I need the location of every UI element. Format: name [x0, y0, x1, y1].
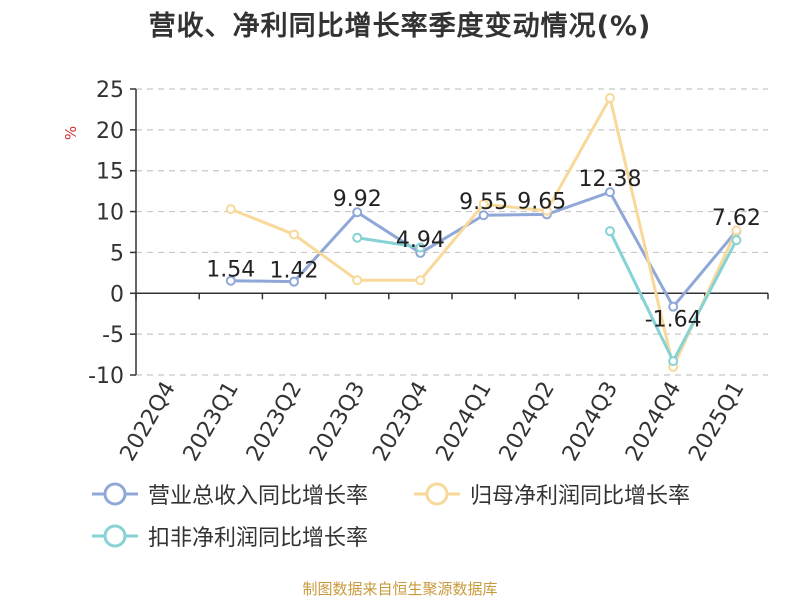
y-tick-label: 10 [96, 201, 124, 226]
data-point-2 [605, 226, 615, 237]
data-label: 9.92 [333, 187, 382, 212]
data-label: -1.64 [645, 308, 702, 333]
legend-label-deducted-profit: 扣非净利润同比增长率 [148, 526, 369, 551]
y-tick-label: 20 [96, 119, 124, 144]
y-tick-label: -10 [88, 364, 124, 389]
data-point-0 [605, 187, 615, 198]
x-tick-label: 2023Q4 [368, 378, 433, 466]
data-point-2 [731, 235, 742, 246]
data-point-0 [478, 210, 489, 221]
data-label: 9.65 [517, 189, 566, 214]
data-label: 1.54 [206, 258, 255, 283]
data-point-1 [225, 204, 236, 215]
y-tick-label: -5 [102, 323, 124, 348]
x-tick-label: 2023Q2 [242, 378, 307, 466]
data-point-0 [289, 276, 299, 287]
series-line-2 [608, 230, 738, 363]
x-tick-label: 2023Q3 [305, 378, 370, 466]
x-tick-label: 2022Q4 [115, 378, 180, 466]
data-label: 1.42 [270, 259, 319, 284]
data-point-2 [668, 356, 679, 367]
legend-item-net-profit[interactable]: 归母净利润同比增长率 [412, 478, 690, 510]
data-point-2 [415, 242, 426, 253]
data-point-1 [352, 275, 363, 286]
legend-marker-revenue [92, 482, 138, 506]
x-tick-label: 2024Q4 [621, 378, 686, 466]
data-point-2 [352, 232, 363, 243]
legend-marker-deducted-profit [92, 524, 138, 548]
series-line-2 [356, 236, 421, 250]
legend-marker-net-profit [414, 482, 460, 506]
y-tick-label: 25 [96, 78, 124, 103]
data-point-0 [225, 275, 236, 286]
data-label: 9.55 [459, 190, 508, 215]
data-point-0 [668, 301, 679, 312]
source-note: 制图数据来自恒生聚源数据库 [302, 580, 498, 598]
data-point-1 [731, 225, 742, 236]
y-axis-label: % [62, 126, 80, 140]
y-tick-label: 5 [110, 241, 124, 266]
series-lines [225, 92, 742, 372]
legend-item-deducted-profit[interactable]: 扣非净利润同比增长率 [90, 520, 368, 552]
data-labels: 1.54 1.42 9.92 4.94 9.55 9.65 12.38 -1.64 7.62 [206, 167, 761, 333]
data-point-1 [289, 229, 299, 240]
data-label: 12.38 [579, 167, 642, 192]
legend-label-net-profit: 归母净利润同比增长率 [470, 484, 691, 509]
x-tick-label: 2024Q3 [558, 378, 623, 466]
x-tick-label: 2024Q1 [431, 378, 496, 466]
data-point-1 [605, 92, 615, 103]
chart-title: 营收、净利同比增长率季度变动情况(%) [148, 11, 652, 42]
x-tick-label: 2025Q1 [684, 378, 749, 466]
data-point-0 [352, 207, 363, 218]
data-point-1 [541, 205, 552, 216]
data-label: 7.62 [712, 206, 761, 231]
data-label: 4.94 [396, 228, 445, 253]
data-point-1 [478, 199, 489, 210]
y-tick-label: 0 [110, 282, 124, 307]
x-tick-label: 2023Q1 [179, 378, 244, 466]
legend-item-revenue[interactable]: 营业总收入同比增长率 [90, 478, 368, 510]
legend-label-revenue: 营业总收入同比增长率 [148, 484, 369, 509]
x-tick-label: 2024Q2 [495, 378, 560, 466]
data-point-1 [415, 275, 426, 286]
y-tick-label: 15 [96, 160, 124, 185]
